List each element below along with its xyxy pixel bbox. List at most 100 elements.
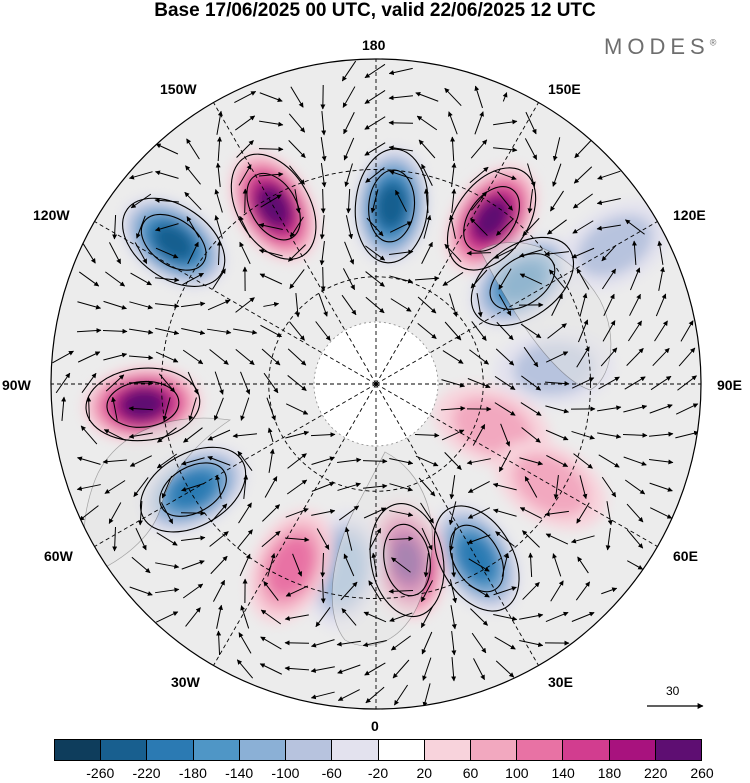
wind-arrow [340,581,358,601]
wind-arrow [287,348,307,366]
wind-arrow [603,293,615,317]
map-boundary [50,58,702,710]
wind-arrow [421,241,433,264]
wind-arrow [288,140,306,159]
wind-arrow [519,640,544,647]
wind-arrow [260,636,282,650]
wind-arrow [77,456,101,465]
wind-arrow [579,292,588,317]
wind-arrow [416,115,438,131]
wind-arrow [625,219,645,235]
wind-arrow [181,482,205,492]
wind-arrow [421,527,433,551]
colorbar-swatch [100,740,147,760]
wind-arrow [188,397,197,421]
wind-arrow [238,502,252,524]
wind-arrow [675,403,699,415]
wind-arrow [524,138,538,161]
wind-arrow [572,220,594,234]
wind-arrow [310,691,335,700]
registered-mark: ® [709,37,717,48]
colorbar-swatch [238,740,286,760]
wind-arrow [238,632,252,654]
colorbar-tick-label: 260 [690,765,714,781]
colorbar-swatch [55,740,101,760]
wind-arrow [135,215,146,239]
modes-logo: MODES® [604,34,716,60]
wind-arrow [310,666,335,673]
wind-arrow [423,553,429,578]
wind-arrow [466,458,491,465]
wind-arrow [185,607,201,627]
wind-arrow [239,215,251,238]
wind-arrow [388,588,414,594]
wind-arrow [181,535,206,542]
colorbar-ticks: -260 -220 -180 -140 -100 -60 -20 20 60 100 140 180 2… [0,765,750,783]
wind-arrow [235,297,255,313]
wind-arrow [420,502,434,524]
wind-arrow [156,532,178,546]
wind-arrow [258,171,284,177]
wind-arrow [624,479,646,495]
wind-arrow [388,120,414,126]
colorbar-tick-label: -180 [178,765,207,781]
wind-arrow [470,269,488,289]
wind-arrow [494,636,516,650]
wind-arrow [388,536,414,542]
anomaly-shade [512,454,589,516]
wind-arrow [388,145,413,152]
wind-arrow [86,396,92,422]
wind-arrow [597,170,621,180]
wind-arrow [553,475,559,500]
latitude-circle [161,169,591,599]
wind-arrow [155,327,180,336]
wind-arrow [267,552,276,577]
wind-arrow [440,405,466,411]
wind-arrow [545,351,569,363]
wind-arrow [112,214,118,240]
wind-arrow [650,375,672,391]
wind-arrow [444,321,462,341]
anomaly-shade [267,536,315,598]
wind-arrow [550,580,564,602]
wind-arrow [236,659,254,679]
contour-line [463,186,520,252]
wind-arrow [678,347,696,367]
wind-arrow [389,612,413,622]
wind-arrow [521,375,542,391]
wind-arrow [337,689,360,701]
wind-arrow [415,92,439,102]
wind-arrow [417,323,437,339]
wind-arrow [574,139,592,159]
wind-arrow [155,303,180,309]
wind-arrow [626,529,644,549]
wind-arrow [622,432,648,438]
wind-arrow [155,611,179,623]
wind-arrow [240,371,251,395]
wind-arrow [105,271,126,287]
wind-arrow [345,215,354,240]
wind-arrow [467,481,490,493]
wind-arrow [243,474,249,499]
wind-arrow [260,609,282,625]
wind-arrow [470,608,488,626]
wind-arrow [551,293,563,316]
wind-arrow [576,346,590,368]
wind-arrow [128,406,154,412]
wind-arrow [602,320,616,342]
wind-arrow [502,92,508,102]
contour-line [122,197,226,287]
contour-line [369,503,445,618]
wind-arrow [216,604,223,629]
wind-arrow [258,222,283,230]
wind-arrow [571,377,595,389]
wind-arrow [337,664,361,674]
wind-arrow [82,242,96,264]
wind-arrow [365,167,385,183]
wind-arrow [449,475,456,500]
wind-arrow [494,375,516,391]
wind-arrow [469,166,489,184]
wind-arrow [572,193,593,209]
wind-arrow [466,250,492,256]
